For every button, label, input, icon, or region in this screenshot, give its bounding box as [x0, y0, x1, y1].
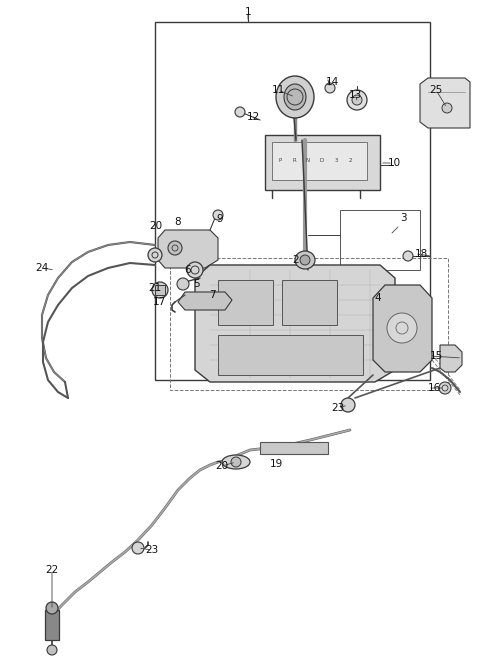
Circle shape	[152, 282, 168, 298]
Circle shape	[177, 278, 189, 290]
Ellipse shape	[284, 84, 306, 110]
Circle shape	[387, 313, 417, 343]
Polygon shape	[158, 230, 218, 268]
Bar	[340, 210, 420, 270]
Circle shape	[231, 457, 241, 467]
Text: 23: 23	[145, 545, 158, 555]
Bar	[265, 135, 380, 190]
Text: 20: 20	[216, 461, 228, 471]
Ellipse shape	[295, 251, 315, 269]
Circle shape	[132, 542, 144, 554]
Circle shape	[347, 90, 367, 110]
Bar	[218, 280, 273, 325]
Text: 15: 15	[430, 351, 443, 361]
Text: 16: 16	[428, 383, 441, 393]
Polygon shape	[440, 345, 462, 372]
Text: 2: 2	[348, 159, 352, 163]
Polygon shape	[178, 292, 232, 310]
Polygon shape	[420, 78, 470, 128]
Text: 2: 2	[293, 255, 300, 265]
Text: 24: 24	[36, 263, 48, 273]
Text: 20: 20	[149, 221, 163, 231]
Polygon shape	[195, 265, 395, 382]
Circle shape	[47, 645, 57, 655]
Circle shape	[187, 262, 203, 278]
Text: R: R	[292, 159, 296, 163]
Text: 23: 23	[331, 403, 345, 413]
Circle shape	[403, 251, 413, 261]
Text: 1: 1	[245, 7, 252, 17]
Text: 3: 3	[400, 213, 407, 223]
Circle shape	[352, 95, 362, 105]
Text: 5: 5	[194, 279, 200, 289]
Circle shape	[235, 107, 245, 117]
Text: 12: 12	[246, 112, 260, 122]
Text: 6: 6	[185, 265, 192, 275]
Text: 25: 25	[430, 85, 443, 95]
Text: N: N	[306, 159, 310, 163]
Text: 8: 8	[175, 217, 181, 227]
Text: 4: 4	[375, 293, 381, 303]
Bar	[282, 280, 337, 325]
Text: 18: 18	[415, 249, 428, 259]
Text: 21: 21	[148, 283, 162, 293]
Bar	[260, 442, 328, 454]
Bar	[155, 22, 430, 380]
Text: 14: 14	[325, 77, 338, 87]
Bar	[170, 258, 448, 390]
Text: 3: 3	[334, 159, 338, 163]
Text: 7: 7	[209, 290, 216, 300]
Circle shape	[442, 103, 452, 113]
Polygon shape	[373, 285, 432, 372]
Circle shape	[439, 382, 451, 394]
Text: 19: 19	[269, 459, 283, 469]
Text: D: D	[320, 159, 324, 163]
Text: 10: 10	[388, 158, 401, 168]
Bar	[218, 335, 363, 375]
Circle shape	[46, 602, 58, 614]
Text: P: P	[278, 159, 282, 163]
Ellipse shape	[222, 455, 250, 469]
Circle shape	[325, 83, 335, 93]
Text: 22: 22	[46, 565, 59, 575]
Text: 11: 11	[271, 85, 285, 95]
Bar	[272, 142, 367, 180]
Circle shape	[300, 255, 310, 265]
Circle shape	[148, 248, 162, 262]
Text: 17: 17	[152, 297, 166, 307]
Circle shape	[168, 241, 182, 255]
Circle shape	[213, 210, 223, 220]
Bar	[155, 285, 165, 295]
Bar	[45, 610, 59, 640]
Text: 13: 13	[348, 90, 361, 100]
Text: 9: 9	[216, 214, 223, 224]
Ellipse shape	[276, 76, 314, 118]
Circle shape	[341, 398, 355, 412]
